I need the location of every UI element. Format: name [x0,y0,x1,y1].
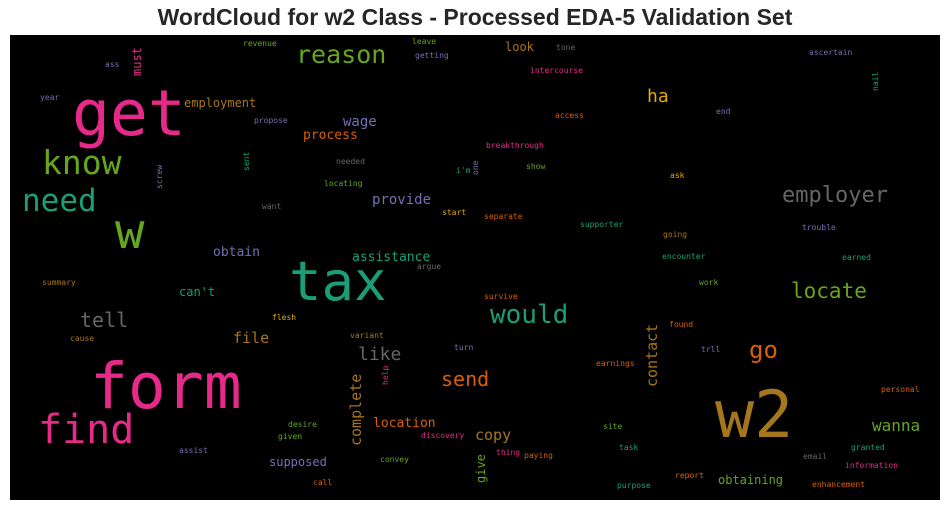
word-breakthrough: breakthrough [486,141,544,150]
word-ascertain: ascertain [809,48,853,57]
word-file: file [233,329,270,347]
word-form: form [90,350,242,423]
word-getting: getting [415,51,449,60]
chart-title: WordCloud for w2 Class - Processed EDA-5… [157,4,793,30]
word-employer: employer [782,183,888,208]
word-trll: trll [701,345,721,354]
word-tell: tell [80,308,129,332]
word-access: access [555,111,584,120]
word-know: know [42,143,122,182]
word-thing: thing [496,448,521,457]
word-flesh: flesh [272,313,297,322]
word-purpose: purpose [617,481,651,490]
word-information: information [845,461,898,470]
word-call: call [313,478,333,487]
word-site: site [603,422,623,431]
word-tone: tone [556,43,576,52]
word-given: given [278,432,303,441]
word-enhancement: enhancement [812,480,865,489]
word-would: would [490,300,569,330]
word-must: must [130,47,144,76]
word-one: one [471,160,480,175]
word-locate: locate [791,279,867,303]
word-find: find [38,407,135,453]
word-want: want [262,202,282,211]
word-process: process [303,128,358,143]
word-supposed: supposed [269,455,327,469]
word-contact: contact [643,323,661,387]
word-w2: w2 [715,378,794,453]
word-get: get [72,77,186,150]
word-turn: turn [454,343,474,352]
word-wage: wage [343,114,377,130]
word-assist: assist [179,446,208,455]
word-desire: desire [288,420,317,429]
word-show: show [526,162,546,171]
word-screw: screw [155,164,164,189]
word-earned: earned [842,253,871,262]
word-assistance: assistance [352,250,431,265]
word-w: w [115,203,145,260]
word-report: report [675,471,704,480]
word-send: send [441,367,490,391]
word-argue: argue [417,262,442,271]
word-supporter: supporter [580,220,624,229]
word-encounter: encounter [662,252,706,261]
word-year: year [40,93,60,102]
word-sent: sent [242,151,251,171]
word-trouble: trouble [802,223,836,232]
word-locating: locating [324,179,363,188]
word-work: work [699,278,719,287]
word-end: end [716,107,731,116]
word-go: go [749,336,778,364]
word-ask: ask [670,171,685,180]
wordcloud-canvas: tax form get w2 w find know need would reason empl… [10,35,940,500]
word-wanna: wanna [872,416,921,435]
word-start: start [442,208,467,217]
word-help: help [381,365,390,385]
word-employment: employment [184,96,257,110]
word-can-t: can't [179,285,216,299]
word-variant: variant [350,331,384,340]
word-copy: copy [475,426,512,444]
word-i-m: i'm [456,166,471,175]
word-summary: summary [42,278,76,287]
word-granted: granted [851,443,885,452]
word-complete: complete [347,373,365,446]
word-discovery: discovery [421,431,465,440]
word-propose: propose [254,116,288,125]
word-give: give [474,454,488,483]
word-cause: cause [70,334,95,343]
word-personal: personal [881,385,920,394]
word-separate: separate [484,212,523,221]
word-earnings: earnings [596,359,635,368]
word-provide: provide [372,192,432,208]
word-survive: survive [484,292,518,301]
word-obtaining: obtaining [718,473,784,487]
word-ass: ass [105,60,120,69]
word-going: going [663,230,688,239]
word-needed: needed [336,157,365,166]
word-location: location [373,416,436,431]
word-reason: reason [296,40,387,69]
word-convey: convey [380,455,409,464]
word-intercourse: intercourse [530,66,583,75]
word-found: found [669,320,694,329]
word-obtain: obtain [213,245,260,260]
word-task: task [619,443,639,452]
word-leave: leave [412,37,437,46]
word-look: look [505,40,534,54]
word-need: need [22,183,97,219]
word-like: like [358,344,402,365]
word-ha: ha [647,86,669,107]
word-nail: nail [871,71,880,91]
word-revenue: revenue [243,39,277,48]
word-email: email [803,452,828,461]
word-paying: paying [524,451,553,460]
word-tax: tax [289,250,387,313]
